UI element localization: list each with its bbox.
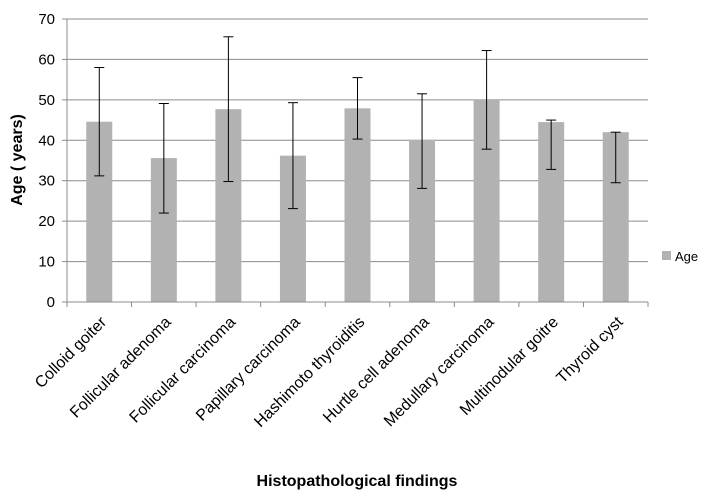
bars (86, 99, 629, 303)
y-tick-label: 50 (38, 92, 55, 109)
y-tick-label: 60 (38, 51, 55, 68)
y-tick-label: 10 (38, 254, 55, 271)
y-tick-label: 70 (38, 11, 55, 28)
y-tick-label: 30 (38, 173, 55, 190)
y-axis-title: Age ( years) (9, 114, 26, 206)
y-tick-labels: 0 10 20 30 40 50 60 70 (38, 11, 55, 311)
error-bars (94, 36, 621, 214)
x-tick-label: Follicular carcinoma (127, 314, 240, 427)
legend-swatch (662, 251, 671, 260)
x-tick-label: Medullary carcinoma (381, 314, 497, 430)
x-tick-label: Thyroid cyst (554, 313, 627, 386)
x-tick-label: Hurtle cell adenoma (320, 314, 433, 427)
axes (66, 19, 649, 307)
bar (344, 108, 371, 303)
y-tick-label: 20 (38, 213, 55, 230)
legend: Age (662, 249, 698, 264)
y-tick-label: 40 (38, 132, 55, 149)
x-tick-label: Hashimoto thyroiditis (251, 314, 368, 431)
legend-label: Age (675, 249, 698, 264)
y-tick-label: 0 (47, 294, 55, 311)
x-axis-title: Histopathological findings (257, 473, 458, 490)
